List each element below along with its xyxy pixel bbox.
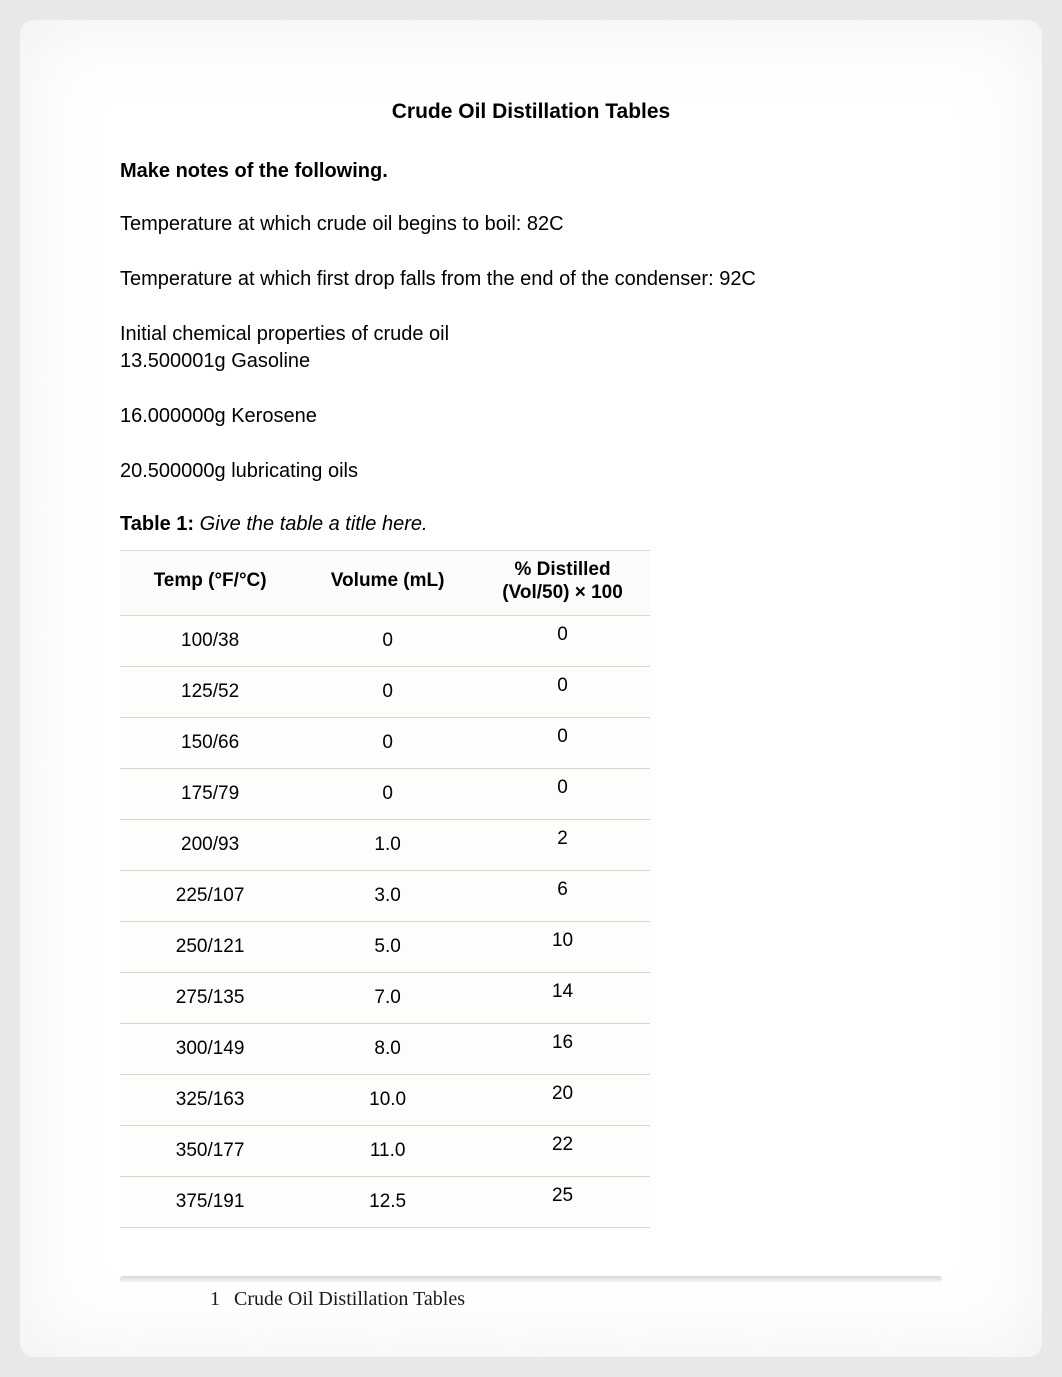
cell-temp: 325/163: [120, 1074, 300, 1125]
cell-temp: 275/135: [120, 972, 300, 1023]
cell-vol: 1.0: [300, 819, 475, 870]
table-body: 100/3800125/5200150/6600175/7900200/931.…: [120, 615, 650, 1227]
table-caption-desc: Give the table a title here.: [200, 513, 428, 535]
cell-pct: 20: [475, 1074, 650, 1125]
cell-vol: 5.0: [300, 921, 475, 972]
table-row: 250/1215.010: [120, 921, 650, 972]
distillation-table: Temp (°F/°C) Volume (mL) % Distilled (Vo…: [120, 550, 650, 1228]
cell-pct: 14: [475, 972, 650, 1023]
table-row: 175/7900: [120, 768, 650, 819]
initial-properties-block: Initial chemical properties of crude oil…: [120, 321, 942, 375]
page-footer: 1 Crude Oil Distillation Tables: [120, 1276, 942, 1311]
cell-pct: 0: [475, 615, 650, 666]
table-row: 350/17711.022: [120, 1125, 650, 1176]
cell-pct: 6: [475, 870, 650, 921]
cell-pct: 0: [475, 666, 650, 717]
table-row: 200/931.02: [120, 819, 650, 870]
cell-vol: 0: [300, 768, 475, 819]
cell-pct: 25: [475, 1176, 650, 1227]
cell-vol: 12.5: [300, 1176, 475, 1227]
cell-pct: 2: [475, 819, 650, 870]
table-row: 100/3800: [120, 615, 650, 666]
footer-text-line: 1 Crude Oil Distillation Tables: [120, 1288, 942, 1311]
footer-rule: [120, 1276, 942, 1282]
cell-temp: 225/107: [120, 870, 300, 921]
cell-pct: 0: [475, 717, 650, 768]
table-row: 325/16310.020: [120, 1074, 650, 1125]
col-header-pct: % Distilled (Vol/50) × 100: [475, 551, 650, 616]
table-header-row: Temp (°F/°C) Volume (mL) % Distilled (Vo…: [120, 551, 650, 616]
cell-temp: 175/79: [120, 768, 300, 819]
cell-vol: 3.0: [300, 870, 475, 921]
col-header-volume: Volume (mL): [300, 551, 475, 616]
cell-pct: 0: [475, 768, 650, 819]
cell-temp: 350/177: [120, 1125, 300, 1176]
table-caption: Table 1: Give the table a title here.: [120, 513, 942, 536]
cell-vol: 0: [300, 717, 475, 768]
table-caption-label: Table 1:: [120, 513, 200, 535]
initial-properties-label: Initial chemical properties of crude oil: [120, 321, 942, 348]
first-drop-line: Temperature at which first drop falls fr…: [120, 266, 942, 293]
kerosene-line: 16.000000g Kerosene: [120, 403, 942, 430]
cell-temp: 375/191: [120, 1176, 300, 1227]
cell-vol: 10.0: [300, 1074, 475, 1125]
cell-temp: 250/121: [120, 921, 300, 972]
cell-pct: 10: [475, 921, 650, 972]
cell-vol: 7.0: [300, 972, 475, 1023]
table-row: 125/5200: [120, 666, 650, 717]
footer-text: Crude Oil Distillation Tables: [234, 1288, 465, 1310]
boiling-temp-line: Temperature at which crude oil begins to…: [120, 211, 942, 238]
cell-vol: 11.0: [300, 1125, 475, 1176]
col-header-pct-line2: (Vol/50) × 100: [502, 582, 623, 603]
page-title: Crude Oil Distillation Tables: [120, 100, 942, 124]
table-row: 225/1073.06: [120, 870, 650, 921]
table-row: 150/6600: [120, 717, 650, 768]
cell-temp: 125/52: [120, 666, 300, 717]
cell-temp: 200/93: [120, 819, 300, 870]
table-row: 375/19112.525: [120, 1176, 650, 1227]
table-row: 275/1357.014: [120, 972, 650, 1023]
footer-page-number: 1: [196, 1288, 220, 1311]
lubricating-oil-line: 20.500000g lubricating oils: [120, 458, 942, 485]
table-row: 300/1498.016: [120, 1023, 650, 1074]
cell-vol: 0: [300, 615, 475, 666]
cell-vol: 8.0: [300, 1023, 475, 1074]
cell-vol: 0: [300, 666, 475, 717]
cell-temp: 300/149: [120, 1023, 300, 1074]
gasoline-line: 13.500001g Gasoline: [120, 348, 942, 375]
document-page: Crude Oil Distillation Tables Make notes…: [20, 20, 1042, 1357]
col-header-temp: Temp (°F/°C): [120, 551, 300, 616]
cell-pct: 22: [475, 1125, 650, 1176]
cell-temp: 100/38: [120, 615, 300, 666]
cell-pct: 16: [475, 1023, 650, 1074]
col-header-pct-line1: % Distilled: [515, 559, 611, 580]
notes-heading: Make notes of the following.: [120, 160, 942, 183]
cell-temp: 150/66: [120, 717, 300, 768]
